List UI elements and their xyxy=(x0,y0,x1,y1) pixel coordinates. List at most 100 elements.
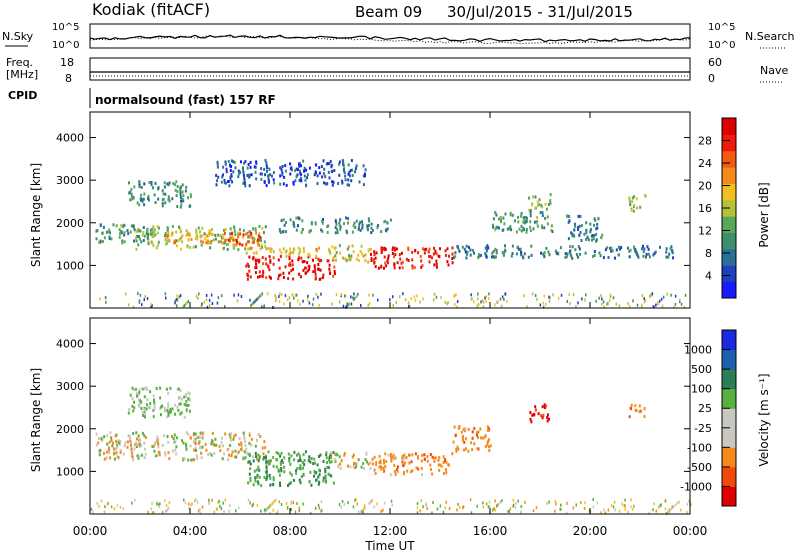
scatter-cell-10 xyxy=(529,225,532,229)
scatter-cell-4 xyxy=(333,265,336,269)
scatter-cell-15 xyxy=(224,181,227,185)
scatter-cell-14 xyxy=(172,181,175,185)
scatter-cell-10 xyxy=(495,213,498,217)
scatter-cell-5 xyxy=(548,417,550,421)
power-frame xyxy=(89,111,691,309)
scatter-cell-8 xyxy=(389,218,392,222)
scatter-cell-0 xyxy=(112,223,115,227)
scatter-cell-3 xyxy=(420,466,423,470)
noise-cell xyxy=(211,302,214,305)
scatter-cell-4 xyxy=(262,262,265,266)
scatter-cell-0 xyxy=(97,437,100,440)
scatter-cell-15 xyxy=(243,174,245,178)
scatter-cell-0 xyxy=(248,431,251,435)
scatter-cell-11 xyxy=(544,202,547,206)
scatter-cell-7 xyxy=(131,404,134,408)
scatter-cell-4 xyxy=(268,255,271,259)
scatter-cell-1 xyxy=(164,234,166,238)
scatter-cell-4 xyxy=(329,272,331,275)
scatter-cell-9 xyxy=(492,249,495,253)
scatter-cell-15 xyxy=(249,173,252,177)
scatter-cell-3 xyxy=(411,469,414,473)
scatter-cell-0 xyxy=(174,448,177,452)
noise-cell xyxy=(285,502,288,506)
scatter-cell-15 xyxy=(348,170,351,174)
noise-cell xyxy=(689,502,692,506)
scatter-cell-6 xyxy=(357,259,360,262)
scatter-cell-7 xyxy=(400,251,403,255)
scatter-cell-1 xyxy=(303,463,306,467)
noise-cell xyxy=(632,299,634,303)
colorbar-segment xyxy=(722,134,736,152)
scatter-cell-3 xyxy=(384,452,387,456)
scatter-cell-0 xyxy=(113,457,116,461)
scatter-cell-9 xyxy=(605,246,608,250)
scatter-cell-15 xyxy=(216,165,219,169)
noise-cell xyxy=(208,303,211,307)
scatter-cell-7 xyxy=(446,247,449,251)
colorbar-segment xyxy=(722,118,736,135)
noise-cell xyxy=(229,504,231,508)
scatter-cell-2 xyxy=(246,231,249,235)
scatter-cell-14 xyxy=(164,192,167,196)
noise-cell xyxy=(662,295,665,299)
scatter-cell-7 xyxy=(411,266,414,270)
noise-cell xyxy=(380,509,382,513)
scatter-cell-3 xyxy=(437,463,440,467)
scatter-cell-4 xyxy=(457,447,460,451)
noise-cell xyxy=(250,303,253,307)
scatter-cell-1 xyxy=(280,451,283,455)
scatter-cell-7 xyxy=(428,260,431,264)
noise-cell xyxy=(105,300,107,304)
scatter-cell-4 xyxy=(297,258,300,262)
noise-cell xyxy=(355,498,357,502)
noise-cell xyxy=(612,296,615,300)
scatter-cell-3 xyxy=(239,232,242,236)
noise-cell xyxy=(150,302,152,306)
y-tick-label: 1000 xyxy=(56,465,84,478)
scatter-cell-15 xyxy=(249,165,252,169)
scatter-cell-9 xyxy=(569,245,572,248)
scatter-cell-2 xyxy=(366,460,368,464)
scatter-cell-11 xyxy=(549,201,552,205)
scatter-cell-15 xyxy=(267,176,270,179)
noise-cell xyxy=(481,299,484,303)
scatter-cell-0 xyxy=(254,444,257,448)
noise-cell xyxy=(320,292,322,296)
scatter-cell-0 xyxy=(240,443,243,447)
scatter-cell-0 xyxy=(228,433,231,437)
scatter-cell-3 xyxy=(403,457,406,460)
scatter-cell-7 xyxy=(185,399,188,403)
scatter-cell-7 xyxy=(187,403,190,407)
noise-cell xyxy=(526,305,528,309)
scatter-cell-9 xyxy=(646,245,649,249)
scatter-cell-10 xyxy=(496,225,499,229)
scatter-cell-1 xyxy=(252,459,255,463)
scatter-cell-7 xyxy=(429,255,432,258)
scatter-cell-9 xyxy=(469,248,472,252)
scatter-cell-1 xyxy=(147,239,150,243)
scatter-cell-9 xyxy=(503,251,506,255)
noise-cell xyxy=(416,506,419,510)
scatter-cell-0 xyxy=(95,237,98,241)
scatter-cell-1 xyxy=(283,465,286,469)
noise-cell xyxy=(151,304,153,308)
scatter-cell-1 xyxy=(308,455,311,459)
noise-cell xyxy=(286,298,289,302)
scatter-cell-3 xyxy=(405,455,408,459)
scatter-cell-0 xyxy=(229,444,232,447)
scatter-cell-3 xyxy=(375,461,378,465)
scatter-cell-6 xyxy=(328,250,331,254)
noise-cell xyxy=(419,300,421,304)
scatter-cell-3 xyxy=(393,455,396,459)
noise-cell xyxy=(275,299,277,303)
scatter-cell-10 xyxy=(539,211,542,215)
scatter-cell-14 xyxy=(166,182,169,186)
scatter-cell-15 xyxy=(292,180,295,184)
scatter-cell-15 xyxy=(329,159,332,163)
scatter-cell-0 xyxy=(182,458,185,462)
scatter-cell-0 xyxy=(110,436,113,440)
scatter-cell-0 xyxy=(116,444,118,448)
scatter-cell-7 xyxy=(161,404,164,408)
scatter-cell-7 xyxy=(370,259,373,262)
